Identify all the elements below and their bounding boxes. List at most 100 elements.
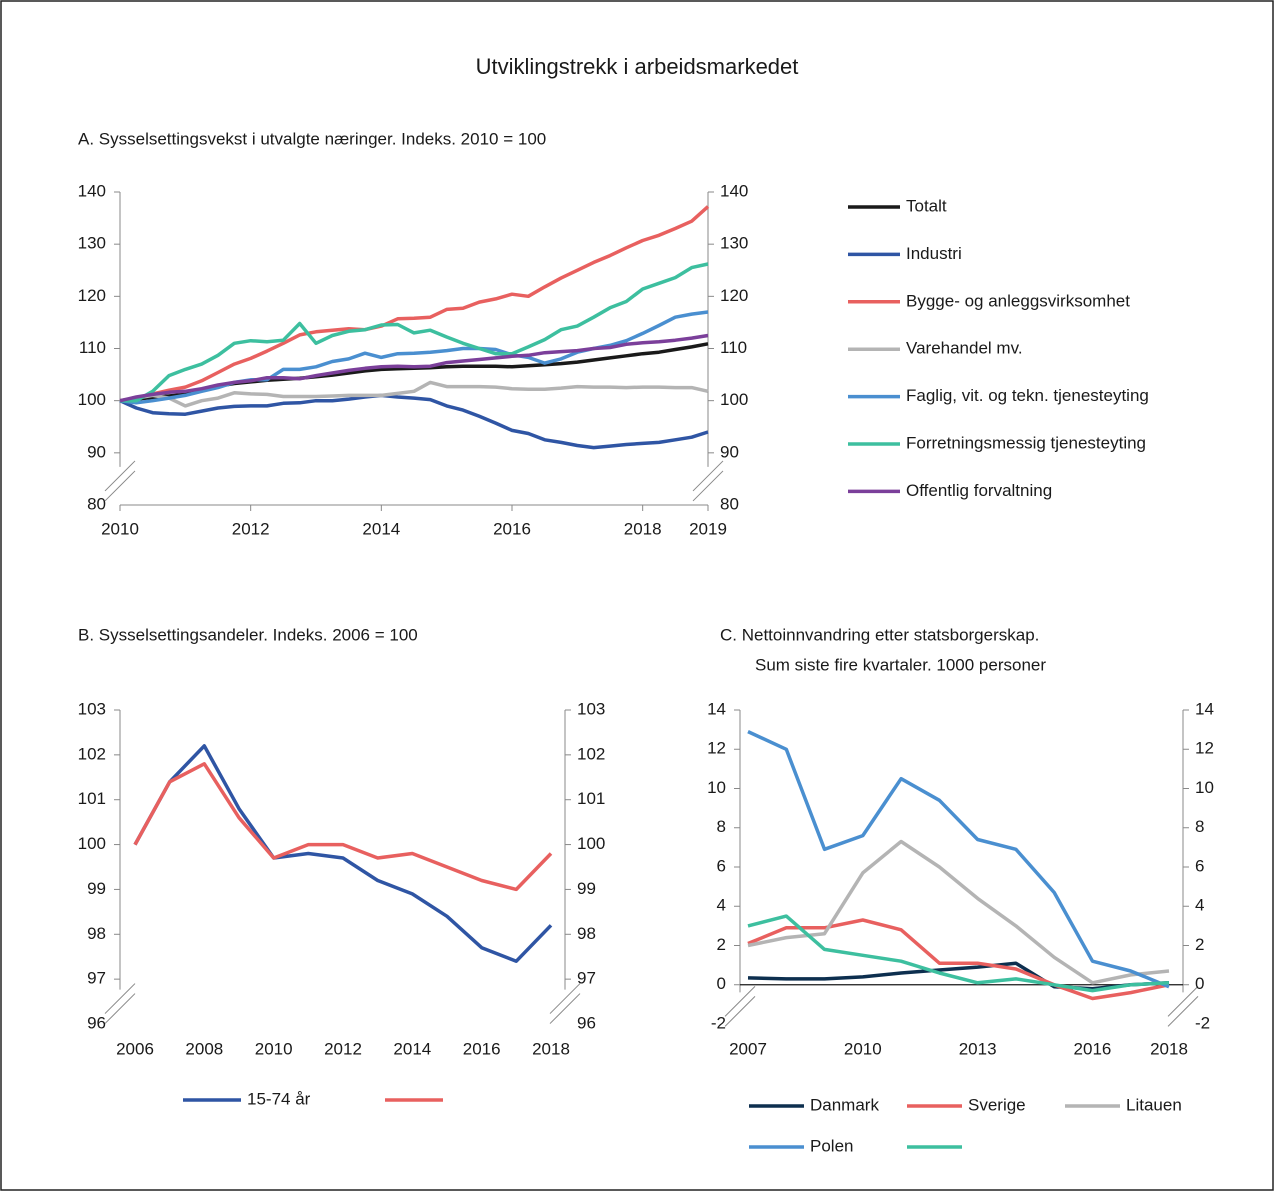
y2-tick-label: 97 [577,969,596,988]
x-tick-label: 2010 [844,1039,882,1058]
chart-subtitle: Sum siste fire kvartaler. 1000 personer [755,655,1046,674]
y-tick-label: 102 [78,744,106,763]
series-line [747,914,1170,993]
x-tick-label: 2013 [959,1039,997,1058]
y2-tick-label: 6 [1195,856,1204,875]
axis-break [549,993,581,1024]
y-tick-label: 103 [78,699,106,718]
y-tick-label: -2 [711,1013,726,1032]
x-tick-label: 2018 [532,1039,570,1058]
axis-break [692,470,724,502]
y-tick-label: 110 [79,338,106,357]
series-line [133,744,553,963]
x-tick-label: 2006 [116,1039,154,1058]
legend-label: Litauen [1126,1095,1182,1114]
y-tick-label: 6 [717,856,726,875]
y-tick-label: 8 [717,817,726,836]
y2-tick-label: 101 [577,789,605,808]
axis-break [104,993,136,1024]
chart-title: A. Sysselsettingsvekst i utvalgte næring… [78,129,546,148]
y-tick-label: 99 [87,879,106,898]
y2-tick-label: 8 [1195,817,1204,836]
axis-break [104,983,136,1014]
y-tick-label: 4 [717,896,726,915]
y2-tick-label: 99 [577,879,596,898]
y2-tick-label: 4 [1195,896,1204,915]
y-tick-label: 80 [87,494,106,513]
y-tick-label: 140 [78,181,106,200]
figure-title: Utviklingstrekk i arbeidsmarkedet [476,54,799,79]
axis-break [692,460,724,492]
x-tick-label: 2018 [1150,1039,1188,1058]
y2-tick-label: 100 [577,834,605,853]
y-tick-label: 10 [707,778,726,797]
axis-break [724,986,756,1017]
legend-label: Industri [906,244,962,263]
y2-tick-label: 80 [720,494,739,513]
y2-tick-label: 140 [720,181,748,200]
y2-tick-label: 2 [1195,935,1204,954]
x-tick-label: 2012 [232,519,270,538]
y2-tick-label: 90 [720,442,739,461]
series-line [120,262,709,403]
legend-label: 15-74 år [247,1089,311,1108]
x-tick-label: 2014 [393,1039,431,1058]
axis-break [104,460,136,492]
chart-title: B. Sysselsettingsandeler. Indeks. 2006 =… [78,625,418,644]
series-line [747,839,1170,985]
y2-tick-label: 14 [1195,699,1214,718]
x-tick-label: 2010 [101,519,139,538]
legend-label: Bygge- og anleggsvirksomhet [906,291,1130,310]
y-tick-label: 98 [87,924,106,943]
series-line [119,205,710,403]
y2-tick-label: 120 [720,286,748,305]
series-line [133,762,553,892]
x-tick-label: 2012 [324,1039,362,1058]
legend-label: Forretningsmessig tjenesteyting [906,433,1146,452]
series-line [119,393,709,450]
legend-label: Polen [810,1136,853,1155]
legend-label: Faglig, vit. og tekn. tjenesteyting [906,386,1149,405]
x-tick-label: 2014 [362,519,400,538]
series-line [119,310,709,405]
axis-break [724,996,756,1027]
x-tick-label: 2016 [1074,1039,1112,1058]
y-tick-label: 120 [78,286,106,305]
x-tick-label: 2010 [255,1039,293,1058]
y-tick-label: 130 [78,234,106,253]
y-tick-label: 101 [78,789,106,808]
y2-tick-label: 102 [577,744,605,763]
y2-tick-label: 96 [577,1013,596,1032]
x-tick-label: 2008 [185,1039,223,1058]
x-tick-label: 2019 [689,519,727,538]
y-tick-label: 14 [707,699,726,718]
axis-break [1167,986,1199,1017]
x-tick-label: 2016 [493,519,531,538]
legend-label: Offentlig forvaltning [906,481,1052,500]
series-line [119,380,709,408]
axis-break [549,983,581,1014]
series-line [747,730,1170,989]
y2-tick-label: 103 [577,699,605,718]
y2-tick-label: 12 [1195,739,1214,758]
y2-tick-label: 100 [720,390,748,409]
x-tick-label: 2016 [463,1039,501,1058]
x-tick-label: 2018 [624,519,662,538]
legend-label: Varehandel mv. [906,339,1023,358]
y2-tick-label: 98 [577,924,596,943]
y-tick-label: 96 [87,1013,106,1032]
y2-tick-label: 130 [720,234,748,253]
y2-tick-label: -2 [1195,1013,1210,1032]
y2-tick-label: 10 [1195,778,1214,797]
y2-tick-label: 0 [1195,974,1204,993]
series-line [747,918,1170,1001]
x-tick-label: 2007 [729,1039,767,1058]
y-tick-label: 97 [87,969,106,988]
y-tick-label: 0 [717,974,726,993]
legend-label: Danmark [810,1095,879,1114]
y-tick-label: 90 [87,442,106,461]
legend-label: Totalt [906,196,947,215]
series-line [119,333,709,403]
